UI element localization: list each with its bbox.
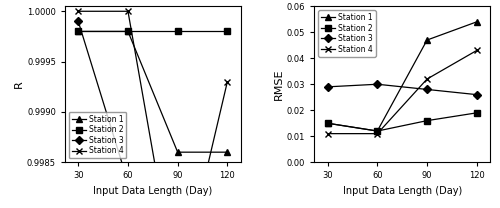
Line: Station 1: Station 1 [76, 29, 230, 155]
Legend: Station 1, Station 2, Station 3, Station 4: Station 1, Station 2, Station 3, Station… [318, 10, 376, 57]
Station 2 [125, 30, 131, 33]
Station 3 [324, 86, 330, 88]
Line: Station 1: Station 1 [325, 19, 480, 134]
Station 1 [374, 130, 380, 132]
Station 3 [474, 93, 480, 96]
Station 2 [374, 130, 380, 132]
Station 4 [324, 132, 330, 135]
Station 3 [374, 83, 380, 85]
Station 4 [125, 10, 131, 12]
Line: Station 3: Station 3 [76, 19, 230, 208]
Station 2 [76, 30, 82, 33]
Y-axis label: R: R [14, 80, 24, 88]
Line: Station 3: Station 3 [325, 82, 480, 97]
Station 1 [174, 151, 180, 154]
Station 4 [76, 10, 82, 12]
Station 2 [324, 122, 330, 124]
Line: Station 2: Station 2 [325, 110, 480, 134]
Station 4 [374, 132, 380, 135]
Legend: Station 1, Station 2, Station 3, Station 4: Station 1, Station 2, Station 3, Station… [69, 112, 126, 158]
Line: Station 4: Station 4 [75, 8, 231, 208]
Y-axis label: RMSE: RMSE [274, 68, 284, 100]
Station 4 [224, 80, 230, 83]
Station 4 [424, 78, 430, 80]
Line: Station 2: Station 2 [76, 29, 230, 34]
Station 2 [474, 111, 480, 114]
Station 1 [324, 122, 330, 124]
Station 2 [224, 30, 230, 33]
X-axis label: Input Data Length (Day): Input Data Length (Day) [93, 186, 212, 196]
Station 2 [424, 119, 430, 122]
Station 1 [76, 30, 82, 33]
Station 1 [125, 30, 131, 33]
Station 4 [474, 49, 480, 52]
X-axis label: Input Data Length (Day): Input Data Length (Day) [342, 186, 462, 196]
Line: Station 4: Station 4 [324, 47, 480, 137]
Station 3 [424, 88, 430, 91]
Station 1 [474, 21, 480, 23]
Station 1 [424, 39, 430, 41]
Station 2 [174, 30, 180, 33]
Station 1 [224, 151, 230, 154]
Station 3 [125, 181, 131, 184]
Station 3 [76, 20, 82, 23]
